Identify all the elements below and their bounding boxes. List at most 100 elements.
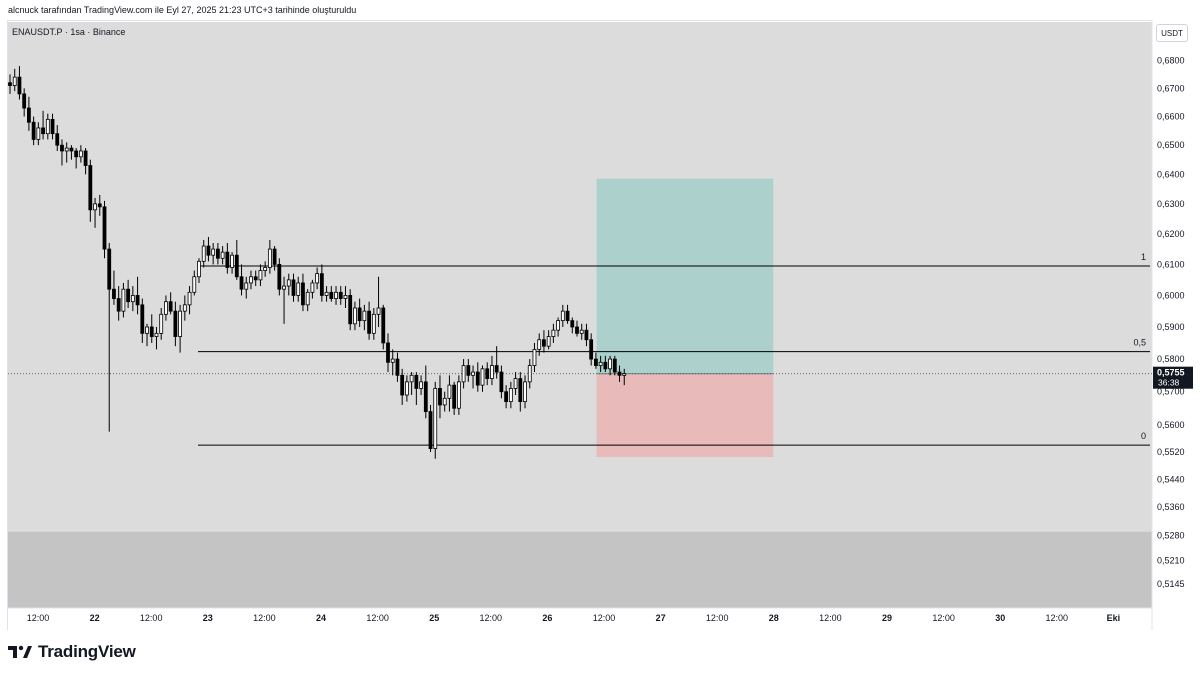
time-tick-label: 12:00 xyxy=(819,613,842,623)
candle-up xyxy=(513,378,518,389)
candle-up xyxy=(36,127,41,140)
time-tick-label: 12:00 xyxy=(480,613,503,623)
fib-level-label: 0,5 xyxy=(1133,338,1146,348)
candle-down xyxy=(570,320,575,328)
time-tick-label: 12:00 xyxy=(253,613,276,623)
candle-down xyxy=(83,150,88,166)
candle-up xyxy=(78,150,83,158)
fib-level-label: 0 xyxy=(1141,431,1146,441)
candle-up xyxy=(230,254,234,268)
candle-down xyxy=(319,273,324,296)
candle-down xyxy=(452,384,457,409)
candle-up xyxy=(310,282,315,293)
tradingview-logo[interactable]: TradingView xyxy=(8,642,136,662)
candle-up xyxy=(409,374,414,383)
candle-up xyxy=(447,384,452,399)
candle-down xyxy=(88,165,93,211)
candle-up xyxy=(263,267,268,271)
time-tick-label: 22 xyxy=(90,613,100,623)
time-tick-label: 12:00 xyxy=(27,613,50,623)
candle-down xyxy=(504,391,509,403)
time-tick-label: 12:00 xyxy=(140,613,163,623)
candle-up xyxy=(390,358,395,363)
candle-up xyxy=(622,373,627,376)
candle-up xyxy=(579,329,584,334)
candle-down xyxy=(612,358,617,373)
candle-down xyxy=(253,276,258,281)
candle-up xyxy=(480,368,485,386)
candle-down xyxy=(112,288,116,299)
candle-up xyxy=(244,282,249,290)
candle-up xyxy=(433,388,438,449)
candle-down xyxy=(400,374,405,396)
price-tick-label: 0,5280 xyxy=(1157,530,1185,540)
candle-up xyxy=(220,251,225,259)
candle-up xyxy=(442,397,447,406)
candle-down xyxy=(149,326,154,337)
candle-up xyxy=(546,336,551,347)
candle-up xyxy=(551,329,556,337)
candle-down xyxy=(206,245,211,256)
candle-down xyxy=(575,326,579,334)
current-price-value: 0,5755 xyxy=(1157,368,1185,378)
candle-up xyxy=(130,295,135,303)
price-tick-label: 0,6300 xyxy=(1157,199,1185,209)
candle-down xyxy=(494,365,499,373)
candle-up xyxy=(296,282,301,296)
currency-button[interactable]: USDT xyxy=(1156,24,1188,42)
price-tick-label: 0,5600 xyxy=(1157,420,1185,430)
candle-down xyxy=(499,371,504,393)
time-tick-label: 28 xyxy=(769,613,779,623)
candle-up xyxy=(537,339,542,350)
candle-down xyxy=(135,295,140,306)
price-tick-label: 0,5145 xyxy=(1157,579,1185,589)
candle-up xyxy=(508,388,513,403)
candle-down xyxy=(17,76,22,95)
candle-down xyxy=(74,150,79,158)
candle-down xyxy=(542,339,546,347)
price-axis xyxy=(1152,20,1193,630)
candle-down xyxy=(272,248,277,265)
tradingview-logo-icon xyxy=(8,644,32,660)
candle-down xyxy=(518,378,523,403)
candle-down xyxy=(438,388,442,406)
candle-up xyxy=(461,365,466,383)
symbol-title: ENAUSDT.P · 1sa · Binance xyxy=(12,27,126,37)
time-tick-label: 29 xyxy=(882,613,892,623)
candle-up xyxy=(353,307,357,325)
price-tick-label: 0,5800 xyxy=(1157,354,1185,364)
candle-up xyxy=(93,203,97,211)
time-tick-label: Eki xyxy=(1107,613,1121,623)
candle-up xyxy=(192,276,197,293)
stop-zone xyxy=(596,373,774,458)
candle-down xyxy=(140,304,145,334)
candle-up xyxy=(334,291,338,299)
candle-down xyxy=(367,310,372,334)
candle-up xyxy=(121,288,126,312)
fib-level-label: 1 xyxy=(1141,252,1146,262)
candle-down xyxy=(395,358,400,376)
time-tick-label: 30 xyxy=(995,613,1005,623)
time-tick-label: 26 xyxy=(542,613,552,623)
candle-down xyxy=(107,248,112,290)
price-tick-label: 0,5900 xyxy=(1157,322,1185,332)
candle-down xyxy=(31,121,36,140)
candle-up xyxy=(154,332,159,337)
candle-up xyxy=(527,365,532,383)
candle-down xyxy=(225,251,230,268)
candle-up xyxy=(523,381,527,403)
plot-area xyxy=(8,22,1152,608)
candle-down xyxy=(423,381,428,412)
candle-down xyxy=(485,368,490,379)
candle-up xyxy=(12,76,17,86)
candle-up xyxy=(258,270,263,281)
candle-down xyxy=(102,206,107,250)
time-tick-label: 12:00 xyxy=(1046,613,1069,623)
candle-up xyxy=(608,358,612,370)
candle-up xyxy=(64,147,69,152)
price-tick-label: 0,5210 xyxy=(1157,555,1185,565)
time-tick-label: 25 xyxy=(429,613,439,623)
candle-up xyxy=(267,248,272,268)
tradingview-wordmark: TradingView xyxy=(38,642,136,661)
